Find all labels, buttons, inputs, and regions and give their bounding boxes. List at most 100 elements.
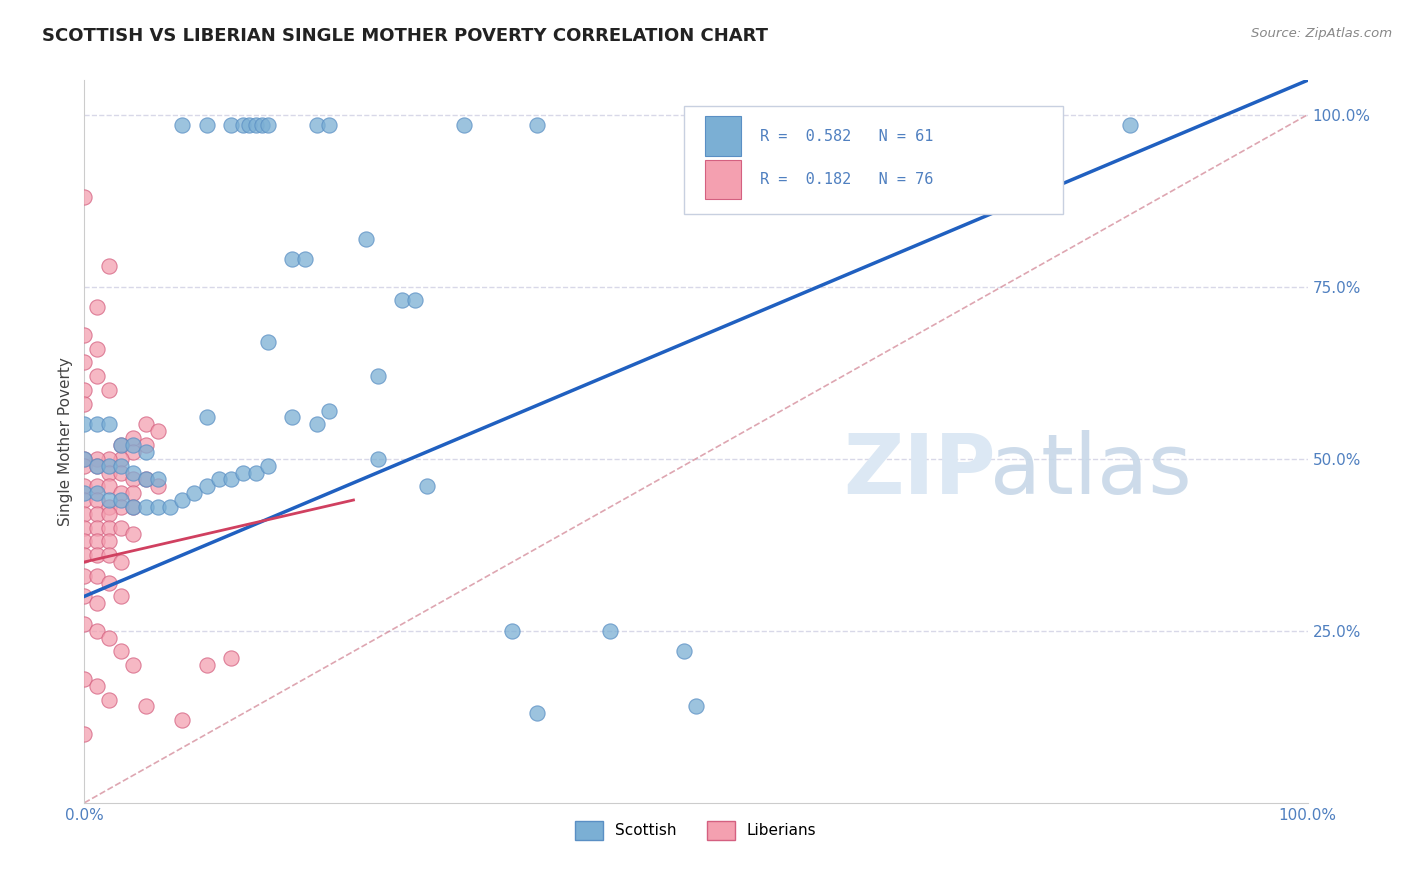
Point <box>122 500 145 514</box>
Text: R =  0.182   N = 76: R = 0.182 N = 76 <box>759 172 934 187</box>
Point <box>86 520 108 534</box>
Point <box>86 493 108 508</box>
Point <box>367 451 389 466</box>
Point <box>73 486 96 500</box>
Point <box>97 520 120 534</box>
FancyBboxPatch shape <box>704 117 741 156</box>
Point <box>146 424 169 438</box>
Point <box>305 417 328 432</box>
Text: atlas: atlas <box>990 430 1191 511</box>
Point <box>73 451 96 466</box>
Point <box>86 624 108 638</box>
Point <box>453 118 475 132</box>
Point <box>294 252 316 267</box>
Point <box>86 568 108 582</box>
Point <box>404 293 426 308</box>
Point <box>122 658 145 673</box>
FancyBboxPatch shape <box>683 105 1063 214</box>
Point <box>73 383 96 397</box>
Point <box>110 438 132 452</box>
Point <box>97 507 120 521</box>
Point <box>97 548 120 562</box>
Point <box>97 631 120 645</box>
Point <box>73 616 96 631</box>
Point <box>110 500 132 514</box>
Point <box>73 727 96 741</box>
Point <box>122 466 145 480</box>
Text: Source: ZipAtlas.com: Source: ZipAtlas.com <box>1251 27 1392 40</box>
Point <box>97 451 120 466</box>
Point <box>183 486 205 500</box>
Text: R =  0.582   N = 61: R = 0.582 N = 61 <box>759 128 934 144</box>
Point <box>110 644 132 658</box>
Point <box>73 493 96 508</box>
Point <box>245 466 267 480</box>
Point <box>526 118 548 132</box>
Point <box>135 472 157 486</box>
Text: SCOTTISH VS LIBERIAN SINGLE MOTHER POVERTY CORRELATION CHART: SCOTTISH VS LIBERIAN SINGLE MOTHER POVER… <box>42 27 768 45</box>
Point <box>86 596 108 610</box>
Point <box>232 118 254 132</box>
Point <box>73 451 96 466</box>
Point <box>110 555 132 569</box>
Point <box>73 479 96 493</box>
Point <box>195 479 218 493</box>
Point <box>305 118 328 132</box>
Point <box>73 397 96 411</box>
Point <box>110 590 132 604</box>
Point <box>86 451 108 466</box>
Point <box>281 252 304 267</box>
Point <box>110 466 132 480</box>
Point <box>526 706 548 721</box>
Point <box>86 486 108 500</box>
Point <box>97 493 120 508</box>
Point <box>159 500 181 514</box>
Point <box>502 624 524 638</box>
Point <box>97 500 120 514</box>
Point <box>97 259 120 273</box>
Point <box>685 699 707 714</box>
Point <box>219 472 242 486</box>
Point <box>110 451 132 466</box>
Point <box>86 679 108 693</box>
Point <box>172 493 194 508</box>
Point <box>257 334 280 349</box>
Point <box>195 118 218 132</box>
Point <box>110 486 132 500</box>
Point <box>97 417 120 432</box>
Point <box>73 568 96 582</box>
Point <box>135 500 157 514</box>
Point <box>135 472 157 486</box>
Point <box>318 403 340 417</box>
Point <box>257 118 280 132</box>
FancyBboxPatch shape <box>704 160 741 200</box>
Point <box>122 472 145 486</box>
Point <box>672 644 695 658</box>
Point <box>238 118 260 132</box>
Point <box>97 383 120 397</box>
Point <box>122 438 145 452</box>
Point <box>245 118 267 132</box>
Point <box>97 479 120 493</box>
Point <box>97 692 120 706</box>
Point <box>86 479 108 493</box>
Point <box>97 575 120 590</box>
Point <box>135 438 157 452</box>
Point <box>172 713 194 727</box>
Point <box>73 355 96 369</box>
Point <box>195 410 218 425</box>
Point <box>219 651 242 665</box>
Legend: Scottish, Liberians: Scottish, Liberians <box>569 815 823 846</box>
Point <box>354 231 377 245</box>
Text: ZIP: ZIP <box>842 430 995 511</box>
Point <box>73 520 96 534</box>
Point <box>146 500 169 514</box>
Point <box>73 507 96 521</box>
Point <box>367 369 389 384</box>
Point <box>73 548 96 562</box>
Point <box>135 445 157 459</box>
Point <box>110 458 132 473</box>
Point <box>73 417 96 432</box>
Point <box>73 327 96 342</box>
Point <box>97 458 120 473</box>
